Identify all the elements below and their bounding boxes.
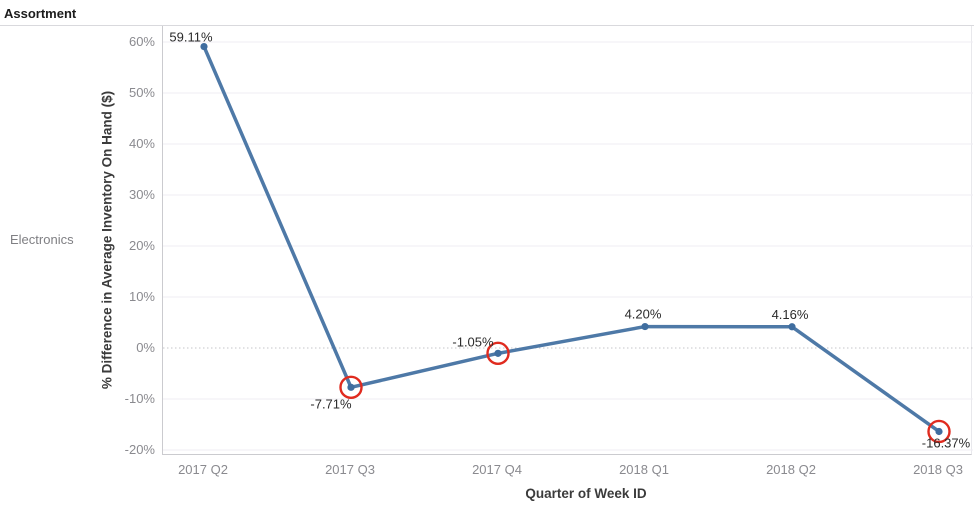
data-point-2017 Q3[interactable] xyxy=(347,383,355,391)
data-point-2017 Q4[interactable] xyxy=(494,349,502,357)
y-tick-label: 40% xyxy=(128,136,155,151)
x-tick-label-2018 Q3: 2018 Q3 xyxy=(913,462,963,477)
trend-line xyxy=(202,44,941,434)
annotation-circle-2017 Q3 xyxy=(339,375,363,400)
row-label-electronics: Electronics xyxy=(10,232,74,247)
point-label: -7.71% xyxy=(310,396,352,411)
y-tick-label: -20% xyxy=(124,442,155,457)
x-tick-label-2018 Q2: 2018 Q2 xyxy=(766,462,816,477)
y-tick-label: -10% xyxy=(124,391,155,406)
point-label: 4.16% xyxy=(772,307,809,322)
y-tick-label: 20% xyxy=(128,238,155,253)
y-tick-label: 0% xyxy=(136,340,155,355)
annotation-circle-2018 Q3 xyxy=(927,419,951,444)
x-tick-label-2017 Q2: 2017 Q2 xyxy=(178,462,228,477)
column-field-header: Assortment xyxy=(4,6,77,21)
y-tick-label: 10% xyxy=(128,289,155,304)
data-point-2018 Q1[interactable] xyxy=(641,322,649,331)
y-tick-label: 30% xyxy=(128,187,155,202)
y-tick-label: 60% xyxy=(128,34,155,49)
point-label: -1.05% xyxy=(452,334,494,349)
point-label: -16.37% xyxy=(922,435,971,450)
point-label: 59.11% xyxy=(169,30,213,45)
data-point-2018 Q2[interactable] xyxy=(788,323,796,331)
data-point-2018 Q3[interactable] xyxy=(935,427,943,436)
line-chart[interactable]: 59.11% -7.71% -1.05% 4.20% 4.16% -16.37% xyxy=(163,26,973,455)
x-tick-label-2017 Q3: 2017 Q3 xyxy=(325,462,375,477)
header-divider xyxy=(0,25,974,26)
x-tick-label-2018 Q1: 2018 Q1 xyxy=(619,462,669,477)
y-tick-label: 50% xyxy=(128,85,155,100)
plot-area[interactable]: 59.11% -7.71% -1.05% 4.20% 4.16% -16.37% xyxy=(162,26,973,455)
data-point-2017 Q2[interactable] xyxy=(200,42,208,51)
x-tick-label-2017 Q4: 2017 Q4 xyxy=(472,462,522,477)
point-label: 4.20% xyxy=(625,307,662,322)
x-axis-title: Quarter of Week ID xyxy=(525,486,647,501)
annotation-circle-2017 Q4 xyxy=(486,341,510,366)
